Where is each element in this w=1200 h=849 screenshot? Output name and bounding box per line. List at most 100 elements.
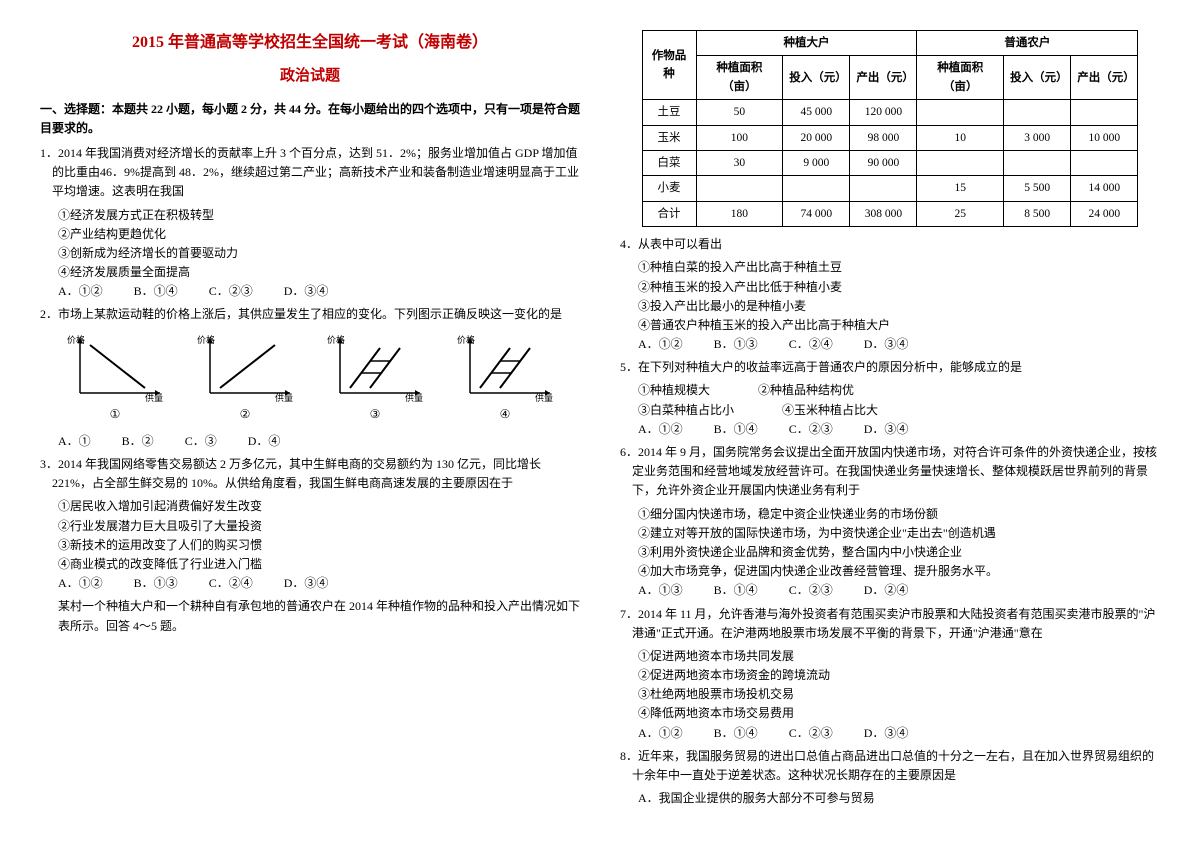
q5-opt2: ②种植品种结构优 (758, 383, 854, 397)
q4-A: A．①② (638, 335, 683, 354)
q3-opt4: ④商业模式的改变降低了行业进入门槛 (40, 555, 580, 574)
q8-A: A．我国企业提供的服务大部分不可参与贸易 (620, 789, 1160, 808)
q3-stem: 3．2014 年我国网络零售交易额达 2 万多亿元，其中生鲜电商的交易额约为 1… (40, 455, 580, 493)
question-6: 6．2014 年 9 月，国务院常务会议提出全面开放国内快递市场，对符合许可条件… (620, 443, 1160, 601)
q4-opt1: ①种植白菜的投入产出比高于种植土豆 (620, 258, 1160, 277)
question-1: 1．2014 年我国消费对经济增长的贡献率上升 3 个百分点，达到 51．2%；… (40, 144, 580, 302)
q4-opt2: ②种植玉米的投入产出比低于种植小麦 (620, 278, 1160, 297)
q2-C: C．③ (185, 432, 217, 451)
th-area1: 种植面积（亩） (696, 56, 783, 100)
diagram-3: 价格 供量 ③ (320, 333, 430, 424)
q4-B: B．①③ (714, 335, 758, 354)
axis-x-label: 供量 (145, 392, 163, 403)
q6-stem: 6．2014 年 9 月，国务院常务会议提出全面开放国内快递市场，对符合许可条件… (620, 443, 1160, 501)
exam-title-main: 2015 年普通高等学校招生全国统一考试（海南卷） (40, 30, 580, 56)
q7-stem: 7．2014 年 11 月，允许香港与海外投资者有范围买卖沪市股票和大陆投资者有… (620, 605, 1160, 643)
q3-B: B．①③ (134, 574, 178, 593)
diagram-1-label: ① (60, 405, 170, 424)
q2-diagrams: 价格 供量 ① 价格 供量 ② (40, 333, 580, 424)
q6-B: B．①④ (714, 581, 758, 600)
q5-A: A．①② (638, 420, 683, 439)
table-row: 小麦155 50014 000 (642, 176, 1138, 201)
table-row: 土豆5045 000120 000 (642, 100, 1138, 125)
q7-B: B．①④ (714, 724, 758, 743)
th-small: 普通农户 (917, 31, 1138, 56)
q7-opt2: ②促进两地资本市场资金的跨境流动 (620, 666, 1160, 685)
svg-text:供量: 供量 (275, 392, 293, 403)
q4-opt3: ③投入产出比最小的是种植小麦 (620, 297, 1160, 316)
th-out1: 产出（元） (850, 56, 917, 100)
q3-opt1: ①居民收入增加引起消费偏好发生改变 (40, 497, 580, 516)
th-crop: 作物品种 (642, 31, 696, 100)
th-big: 种植大户 (696, 31, 917, 56)
svg-text:价格: 价格 (197, 334, 215, 345)
q3-C: C．②④ (209, 574, 253, 593)
q5-C: C．②③ (789, 420, 833, 439)
svg-text:供量: 供量 (405, 392, 423, 403)
q6-D: D．②④ (864, 581, 909, 600)
svg-text:价格: 价格 (457, 334, 475, 345)
q1-opt4: ④经济发展质量全面提高 (40, 263, 580, 282)
question-7: 7．2014 年 11 月，允许香港与海外投资者有范围买卖沪市股票和大陆投资者有… (620, 605, 1160, 743)
th-in2: 投入（元） (1004, 56, 1071, 100)
q7-opt4: ④降低两地资本市场交易费用 (620, 704, 1160, 723)
q8-stem: 8．近年来，我国服务贸易的进出口总值占商品进出口总值的十分之一左右，且在加入世界… (620, 747, 1160, 785)
q7-opt3: ③杜绝两地股票市场投机交易 (620, 685, 1160, 704)
table-row: 玉米10020 00098 000103 00010 000 (642, 125, 1138, 150)
q7-C: C．②③ (789, 724, 833, 743)
question-2: 2．市场上某款运动鞋的价格上涨后，其供应量发生了相应的变化。下列图示正确反映这一… (40, 305, 580, 451)
diagram-1: 价格 供量 ① (60, 333, 170, 424)
question-4: 4．从表中可以看出 ①种植白菜的投入产出比高于种植土豆 ②种植玉米的投入产出比低… (620, 235, 1160, 354)
q5-D: D．③④ (864, 420, 909, 439)
q2-B: B．② (122, 432, 154, 451)
th-out2: 产出（元） (1071, 56, 1138, 100)
section-1-heading: 一、选择题：本题共 22 小题，每小题 2 分，共 44 分。在每小题给出的四个… (40, 100, 580, 138)
q4-opt4: ④普通农户种植玉米的投入产出比高于种植大户 (620, 316, 1160, 335)
q1-C: C．②③ (209, 282, 253, 301)
q3-A: A．①② (58, 574, 103, 593)
q5-opt1: ①种植规模大 (638, 383, 710, 397)
q1-A: A．①② (58, 282, 103, 301)
q6-A: A．①③ (638, 581, 683, 600)
q6-opt4: ④加大市场竞争，促进国内快递企业改善经营管理、提升服务水平。 (620, 562, 1160, 581)
q5-opt3: ③白菜种植占比小 (638, 403, 734, 417)
q5-B: B．①④ (714, 420, 758, 439)
q6-C: C．②③ (789, 581, 833, 600)
q4-D: D．③④ (864, 335, 909, 354)
q1-opt1: ①经济发展方式正在积极转型 (40, 206, 580, 225)
q5-opt4: ④玉米种植占比大 (782, 403, 878, 417)
diagram-2: 价格 供量 ② (190, 333, 300, 424)
q1-stem: 1．2014 年我国消费对经济增长的贡献率上升 3 个百分点，达到 51．2%；… (40, 144, 580, 202)
svg-text:供量: 供量 (535, 392, 553, 403)
q1-opt3: ③创新成为经济增长的首要驱动力 (40, 244, 580, 263)
q6-opt2: ②建立对等开放的国际快递市场，为中资快递企业"走出去"创造机遇 (620, 524, 1160, 543)
svg-text:价格: 价格 (327, 334, 345, 345)
q5-stem: 5．在下列对种植大户的收益率远高于普通农户的原因分析中，能够成立的是 (620, 358, 1160, 377)
q2-A: A．① (58, 432, 91, 451)
table-row: 白菜309 00090 000 (642, 150, 1138, 175)
q1-B: B．①④ (134, 282, 178, 301)
planting-table: 作物品种 种植大户 普通农户 种植面积（亩） 投入（元） 产出（元） 种植面积（… (642, 30, 1139, 227)
table-row: 合计18074 000308 000258 50024 000 (642, 201, 1138, 226)
diagram-2-label: ② (190, 405, 300, 424)
question-5: 5．在下列对种植大户的收益率远高于普通农户的原因分析中，能够成立的是 ①种植规模… (620, 358, 1160, 439)
diagram-3-label: ③ (320, 405, 430, 424)
stem-4-5: 某村一个种植大户和一个耕种自有承包地的普通农户在 2014 年种植作物的品种和投… (40, 597, 580, 635)
q2-stem: 2．市场上某款运动鞋的价格上涨后，其供应量发生了相应的变化。下列图示正确反映这一… (40, 305, 580, 324)
q7-A: A．①② (638, 724, 683, 743)
q2-D: D．④ (248, 432, 281, 451)
axis-y-label: 价格 (67, 334, 85, 345)
q6-opt1: ①细分国内快递市场，稳定中资企业快递业务的市场份额 (620, 505, 1160, 524)
th-in1: 投入（元） (783, 56, 850, 100)
question-3: 3．2014 年我国网络零售交易额达 2 万多亿元，其中生鲜电商的交易额约为 1… (40, 455, 580, 593)
q3-D: D．③④ (284, 574, 329, 593)
q1-opt2: ②产业结构更趋优化 (40, 225, 580, 244)
diagram-4: 价格 供量 ④ (450, 333, 560, 424)
q3-opt3: ③新技术的运用改变了人们的购买习惯 (40, 536, 580, 555)
exam-title-sub: 政治试题 (40, 64, 580, 88)
q6-opt3: ③利用外资快递企业品牌和资金优势，整合国内中小快递企业 (620, 543, 1160, 562)
q7-opt1: ①促进两地资本市场共同发展 (620, 647, 1160, 666)
diagram-4-label: ④ (450, 405, 560, 424)
q3-opt2: ②行业发展潜力巨大且吸引了大量投资 (40, 517, 580, 536)
q4-C: C．②④ (789, 335, 833, 354)
